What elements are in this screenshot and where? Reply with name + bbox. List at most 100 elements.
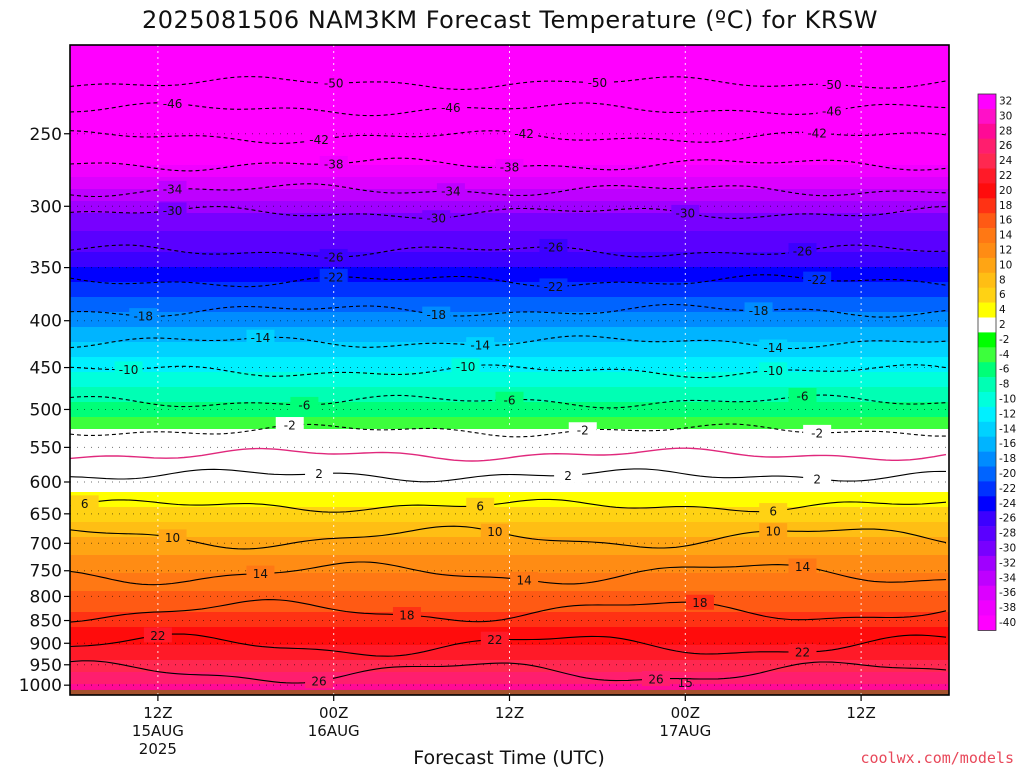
contour-label: -10 [763, 364, 783, 378]
colorbar-label: -28 [999, 528, 1016, 540]
contour-label-bg [539, 278, 568, 294]
temperature-band [70, 492, 949, 496]
contour-label: -2 [811, 426, 823, 440]
contour-label-bg [290, 396, 319, 412]
colorbar-swatch [978, 406, 996, 423]
colorbar-label: 22 [999, 170, 1012, 182]
contour-label-bg [671, 204, 700, 220]
contour-label: 2 [564, 469, 572, 483]
contour-label-bg [744, 302, 773, 318]
contour-label-bg [510, 125, 539, 141]
contour-label: -38 [324, 157, 344, 171]
colorbar-swatch [978, 466, 996, 482]
contour-label-bg [480, 631, 509, 647]
contour-label-bg [788, 558, 817, 574]
colorbar-label: 8 [999, 274, 1006, 286]
contour-label: -26 [324, 250, 344, 264]
colorbar-label: -14 [999, 423, 1016, 435]
colorbar-swatch [978, 272, 996, 288]
colorbar-swatch [978, 481, 996, 497]
x-tick-label: 12Z [846, 704, 875, 722]
contour-label: -26 [544, 240, 564, 254]
ground-surface [70, 689, 949, 695]
contour-label: 18 [692, 596, 707, 610]
y-tick-label: 900 [30, 634, 62, 654]
y-tick-label: 950 [30, 656, 62, 676]
colorbar-swatch [978, 228, 996, 244]
colorbar-legend: 32 30 28 26 24 22 20 18 16 14 12 10 8 6 4 2 -2 -4 -6 -8 -10 -… [977, 93, 1016, 631]
colorbar-label: -26 [999, 513, 1016, 525]
contour-label-bg [817, 76, 846, 92]
contour-label-bg [129, 308, 158, 324]
temperature-band [70, 588, 949, 592]
temperature-band [70, 264, 949, 268]
temperature-band [70, 672, 949, 676]
temperature-band [70, 648, 949, 652]
contour-label-bg [466, 337, 495, 353]
contour-label: -42 [309, 133, 329, 147]
temperature-band [70, 246, 949, 250]
contour-label-bg [480, 523, 509, 539]
temperature-band [70, 378, 949, 382]
temperature-band [70, 684, 949, 688]
contour-label-bg [319, 155, 348, 171]
contour-label: -18 [133, 310, 153, 324]
temperature-band [70, 552, 949, 556]
colorbar-swatch [978, 600, 996, 616]
temperature-band [70, 354, 949, 358]
contour-label-bg [305, 465, 334, 481]
colorbar-label: -18 [999, 453, 1016, 465]
contour-label: -50 [324, 77, 344, 91]
contour-label: 26 [648, 672, 663, 686]
colorbar-swatch [978, 421, 996, 437]
colorbar-swatch [978, 332, 996, 348]
temperature-band [70, 102, 949, 106]
temperature-band [70, 156, 949, 160]
colorbar-swatch [978, 94, 996, 110]
contour-label: 6 [769, 505, 777, 519]
x-tick-label: 15AUG [132, 722, 184, 740]
temperature-band [70, 528, 949, 532]
temperature-band [70, 546, 949, 550]
contour-label-bg [759, 339, 788, 355]
contour-label-bg [158, 180, 187, 196]
contour-label-bg [803, 125, 832, 141]
contour-label: -18 [749, 304, 769, 318]
y-tick-label: 850 [30, 612, 62, 632]
contour-label-bg [305, 673, 334, 689]
temperature-band [70, 258, 949, 262]
contour-label-bg [436, 183, 465, 199]
temperature-band [70, 348, 949, 352]
temperature-band [70, 324, 949, 328]
colorbar-label: 26 [999, 140, 1013, 152]
temperature-band [70, 540, 949, 544]
contour-label: -46 [822, 105, 842, 119]
colorbar-swatch [978, 198, 996, 214]
contour-label-bg [803, 424, 832, 440]
contour-label-bg [246, 565, 275, 581]
y-tick-label: 800 [30, 587, 62, 607]
colorbar-label: -10 [999, 394, 1016, 406]
temperature-band [70, 54, 949, 58]
contour-label: 22 [487, 633, 502, 647]
temperature-band [70, 174, 949, 178]
contour-label: 10 [766, 525, 781, 539]
temperature-band [70, 306, 949, 310]
contour-label-bg [685, 594, 714, 610]
freezing-level-line [70, 447, 947, 462]
temperature-band [70, 408, 949, 412]
contour-label-bg [436, 99, 465, 115]
contour-label-bg [422, 306, 451, 322]
contour-label: -10 [119, 363, 139, 377]
temperature-band [70, 66, 949, 70]
temperature-band [70, 78, 949, 82]
colorbar-label: -24 [999, 498, 1016, 510]
temperature-band [70, 180, 949, 184]
contour-label-bg [788, 644, 817, 660]
temperature-band [70, 72, 949, 76]
temperature-band [70, 318, 949, 322]
y-tick-label: 400 [30, 312, 62, 332]
colorbar-label: 18 [999, 200, 1012, 212]
x-tick-label: 12Z [143, 704, 172, 722]
colorbar-label: -6 [999, 364, 1010, 376]
